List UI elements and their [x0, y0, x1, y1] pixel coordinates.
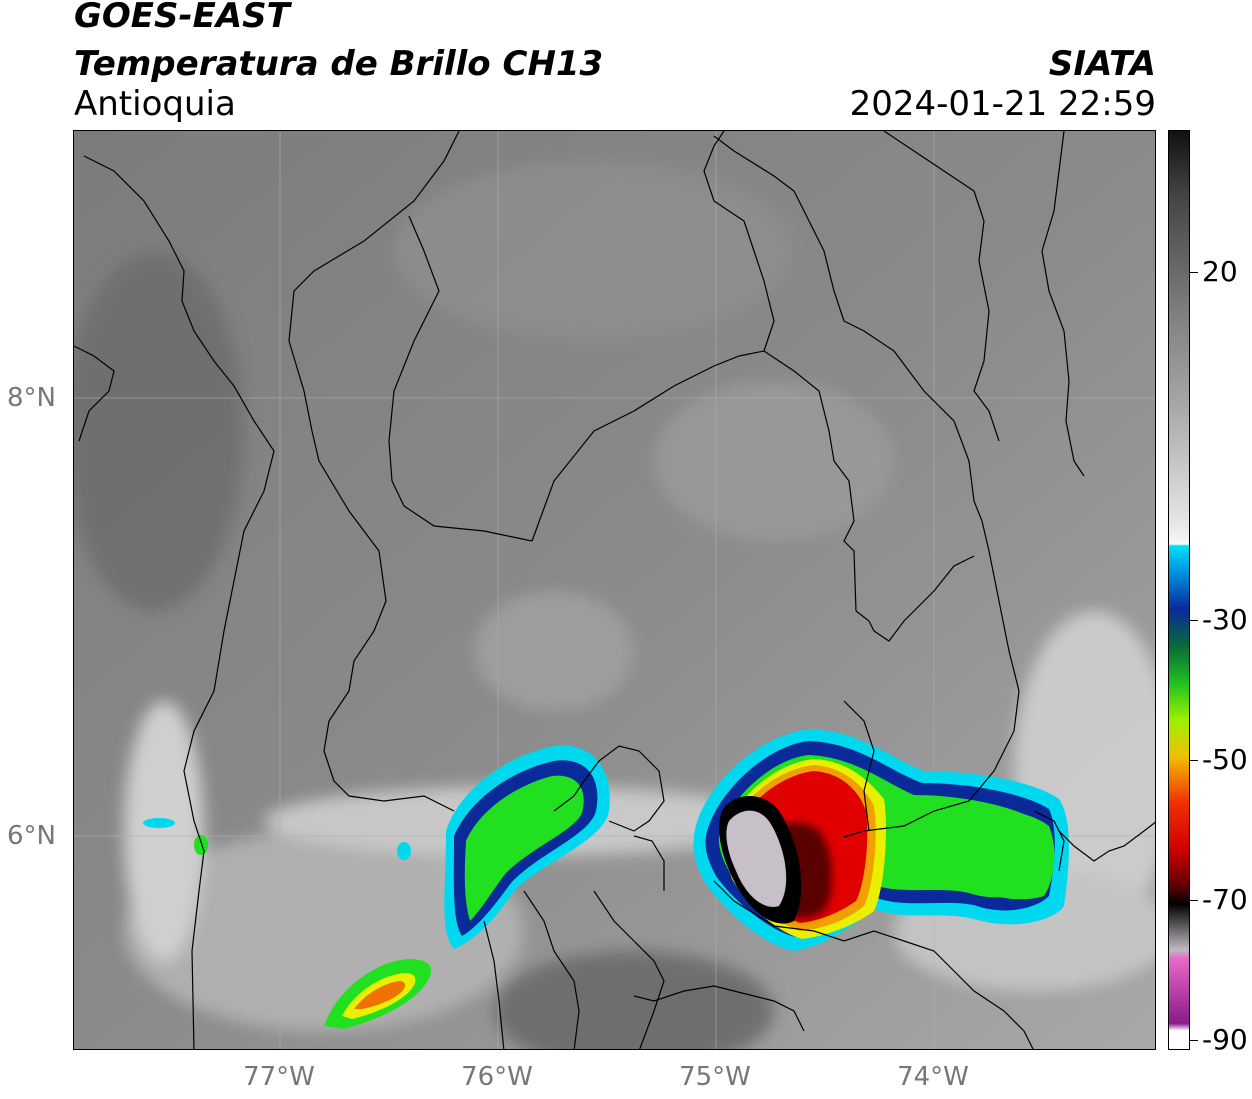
lat-tick-label-8n: 8°N	[7, 383, 56, 413]
colorbar-label-m50: -50	[1202, 742, 1248, 776]
small-cloud-coast	[194, 835, 208, 855]
lon-tick-label-77w: 77°W	[243, 1062, 315, 1092]
colorbar-tick-m70	[1190, 900, 1198, 901]
lon-tick-label-75w: 75°W	[679, 1062, 751, 1092]
colorbar-tick-m90	[1190, 1040, 1198, 1041]
lat-tick-label-6n: 6°N	[7, 821, 56, 851]
product-title: Temperatura de Brillo CH13	[74, 44, 604, 84]
colorbar-tick-m30	[1190, 620, 1198, 621]
colorbar-scale	[1169, 131, 1189, 1049]
organization-label: SIATA	[1048, 44, 1156, 84]
colorbar-label-m70: -70	[1202, 882, 1248, 916]
colorbar-tick-20	[1190, 272, 1198, 273]
small-cloud-pacific	[143, 818, 175, 828]
lon-tick-label-74w: 74°W	[897, 1062, 969, 1092]
lon-tick-label-76w: 76°W	[461, 1062, 533, 1092]
timestamp-label: 2024-01-21 22:59	[849, 84, 1156, 124]
small-cloud-inland	[397, 842, 411, 860]
colorbar-label-20: 20	[1202, 254, 1238, 288]
colorbar-label-m30: -30	[1202, 602, 1248, 636]
colorbar	[1168, 130, 1190, 1050]
colorbar-tick-m50	[1190, 760, 1198, 761]
satellite-title: GOES-EAST	[74, 0, 290, 36]
boundaries	[74, 131, 1155, 1049]
colorbar-label-m90: -90	[1202, 1022, 1248, 1056]
storm-cell-east	[693, 729, 1069, 951]
region-label: Antioquia	[74, 84, 236, 124]
storm-cell-south	[324, 959, 432, 1029]
satellite-map[interactable]	[73, 130, 1156, 1050]
storm-cell-west	[444, 745, 610, 949]
satellite-map-canvas	[74, 131, 1155, 1049]
